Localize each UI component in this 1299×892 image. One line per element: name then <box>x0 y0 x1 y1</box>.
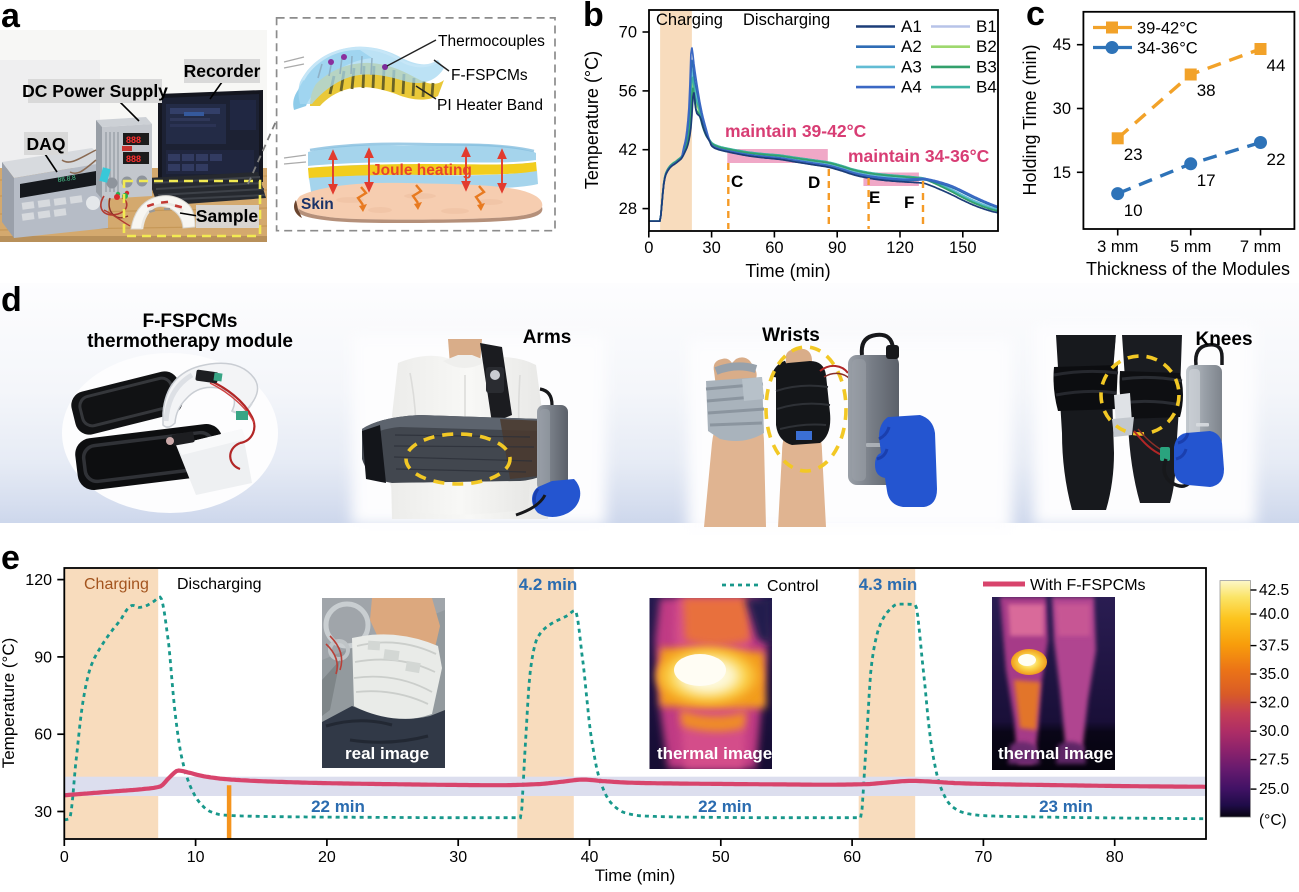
svg-text:30.0: 30.0 <box>1259 723 1290 740</box>
svg-text:F-FSPCMs: F-FSPCMs <box>143 311 238 332</box>
svg-text:60: 60 <box>765 239 783 257</box>
svg-text:39-42°C: 39-42°C <box>1137 20 1198 38</box>
svg-text:B4: B4 <box>976 78 997 97</box>
svg-text:88.8.8: 88.8.8 <box>57 174 76 184</box>
svg-text:A3: A3 <box>901 57 922 76</box>
svg-text:23: 23 <box>1124 145 1143 164</box>
svg-text:A2: A2 <box>901 37 922 56</box>
svg-text:37.5: 37.5 <box>1259 638 1289 655</box>
svg-text:22 min: 22 min <box>698 797 752 816</box>
svg-text:Discharging: Discharging <box>743 11 830 29</box>
svg-text:60: 60 <box>34 727 52 744</box>
svg-text:4.3 min: 4.3 min <box>859 575 918 594</box>
svg-text:4.2 min: 4.2 min <box>519 575 578 594</box>
svg-text:PI Heater Band: PI Heater Band <box>437 97 543 114</box>
svg-text:30: 30 <box>702 239 720 257</box>
svg-text:30: 30 <box>1053 100 1071 118</box>
svg-text:32.0: 32.0 <box>1259 694 1290 711</box>
svg-text:70: 70 <box>975 849 993 866</box>
svg-text:60: 60 <box>843 849 861 866</box>
svg-text:DC Power Supply: DC Power Supply <box>22 81 168 101</box>
svg-text:3 mm: 3 mm <box>1097 238 1138 256</box>
svg-text:Joule heating: Joule heating <box>372 162 472 179</box>
svg-text:90: 90 <box>34 649 52 666</box>
svg-text:Charging: Charging <box>656 11 723 29</box>
svg-text:Holding Time (min): Holding Time (min) <box>1020 44 1040 195</box>
svg-text:50: 50 <box>712 849 730 866</box>
svg-text:Charging: Charging <box>84 576 149 593</box>
svg-text:42.5: 42.5 <box>1259 582 1289 599</box>
svg-text:10: 10 <box>187 849 205 866</box>
svg-text:10: 10 <box>1124 201 1143 220</box>
svg-text:38: 38 <box>1197 81 1216 100</box>
svg-text:Arms: Arms <box>523 327 572 348</box>
svg-text:Time (min): Time (min) <box>595 866 676 885</box>
svg-text:5 mm: 5 mm <box>1170 238 1211 256</box>
svg-text:Thermocouples: Thermocouples <box>438 33 545 50</box>
svg-text:D: D <box>808 173 820 192</box>
svg-text:44: 44 <box>1267 56 1286 75</box>
svg-text:30: 30 <box>449 849 467 866</box>
svg-text:thermal image: thermal image <box>998 744 1113 763</box>
svg-text:80: 80 <box>1106 849 1124 866</box>
svg-text:70: 70 <box>619 24 637 42</box>
svg-text:Sample: Sample <box>196 206 259 226</box>
svg-text:40.0: 40.0 <box>1259 606 1290 623</box>
svg-text:23 min: 23 min <box>1039 797 1093 816</box>
svg-text:Discharging: Discharging <box>177 576 261 593</box>
svg-text:40: 40 <box>581 849 599 866</box>
svg-text:25.0: 25.0 <box>1259 781 1290 798</box>
svg-text:DAQ: DAQ <box>27 134 66 154</box>
svg-text:C: C <box>731 172 743 191</box>
svg-text:Thickness of the Modules: Thickness of the Modules <box>1086 259 1290 279</box>
svg-text:A1: A1 <box>901 17 922 36</box>
svg-text:thermotherapy module: thermotherapy module <box>87 331 293 352</box>
svg-text:150: 150 <box>949 239 977 257</box>
svg-text:7 mm: 7 mm <box>1240 238 1281 256</box>
svg-text:Control: Control <box>767 578 819 595</box>
svg-text:42: 42 <box>619 141 637 159</box>
svg-text:Wrists: Wrists <box>762 325 820 346</box>
svg-text:34-36°C: 34-36°C <box>1137 40 1198 58</box>
svg-text:A4: A4 <box>901 78 922 97</box>
svg-text:35.0: 35.0 <box>1259 666 1290 683</box>
svg-text:45: 45 <box>1053 36 1071 54</box>
svg-text:E: E <box>869 188 880 207</box>
svg-text:17: 17 <box>1197 171 1216 190</box>
svg-text:F: F <box>904 193 914 212</box>
svg-text:F-FSPCMs: F-FSPCMs <box>451 67 528 84</box>
svg-text:888: 888 <box>126 135 141 145</box>
svg-text:120: 120 <box>886 239 914 257</box>
svg-text:B2: B2 <box>976 37 997 56</box>
svg-text:27.5: 27.5 <box>1259 752 1289 769</box>
svg-text:Time (min): Time (min) <box>745 261 830 281</box>
svg-text:20: 20 <box>318 849 336 866</box>
svg-text:30: 30 <box>34 804 52 821</box>
svg-text:maintain 34-36°C: maintain 34-36°C <box>848 146 990 166</box>
svg-text:B3: B3 <box>976 57 997 76</box>
svg-text:B1: B1 <box>976 17 997 36</box>
svg-text:15: 15 <box>1053 164 1071 182</box>
svg-text:56: 56 <box>619 82 637 100</box>
svg-text:thermal image: thermal image <box>657 744 772 763</box>
svg-text:Temperature (°C): Temperature (°C) <box>582 51 602 189</box>
svg-text:120: 120 <box>25 572 52 589</box>
svg-text:22 min: 22 min <box>311 797 365 816</box>
svg-text:(°C): (°C) <box>1259 812 1287 829</box>
svg-text:Skin: Skin <box>301 196 334 213</box>
svg-text:888: 888 <box>126 154 141 164</box>
svg-text:0: 0 <box>60 849 69 866</box>
svg-text:90: 90 <box>828 239 846 257</box>
svg-text:With F-FSPCMs: With F-FSPCMs <box>1030 577 1146 594</box>
svg-text:Knees: Knees <box>1195 329 1252 350</box>
svg-text:real image: real image <box>345 744 429 763</box>
svg-text:Recorder: Recorder <box>184 61 261 81</box>
svg-text:maintain 39-42°C: maintain 39-42°C <box>725 121 867 141</box>
svg-text:22: 22 <box>1267 150 1286 169</box>
svg-text:0: 0 <box>644 239 653 257</box>
svg-text:Temperature (°C): Temperature (°C) <box>0 638 18 769</box>
svg-text:28: 28 <box>619 200 637 218</box>
